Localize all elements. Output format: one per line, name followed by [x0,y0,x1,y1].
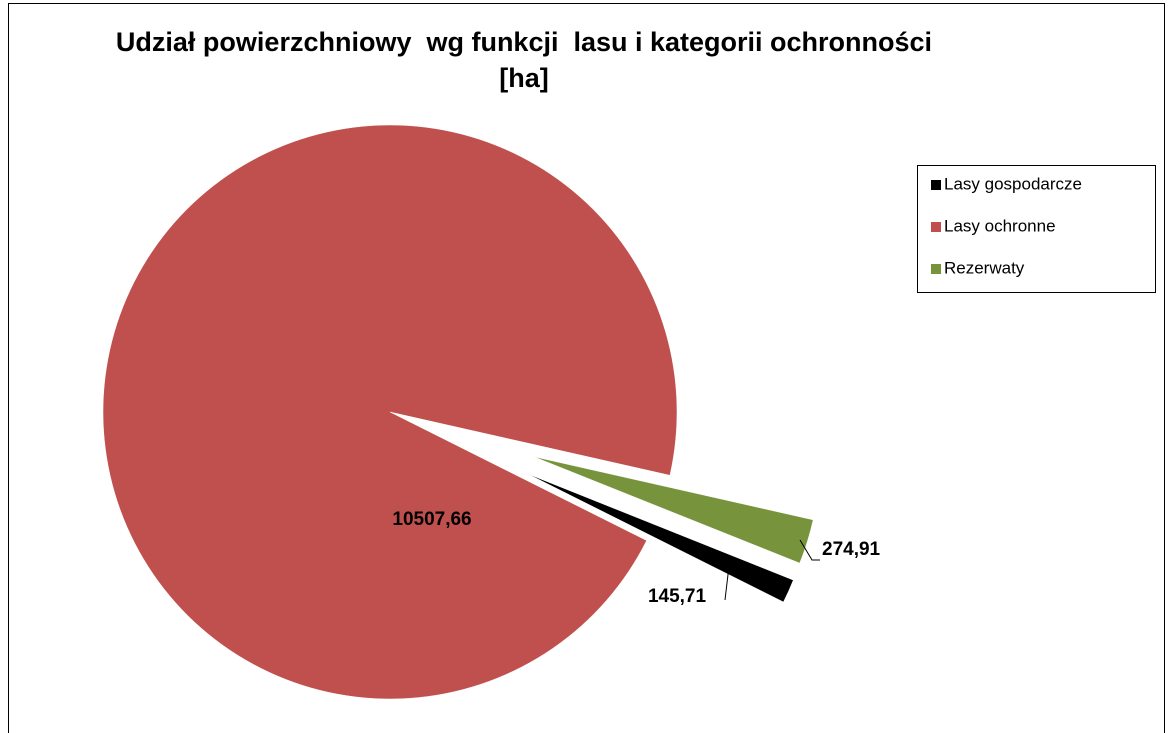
legend-label: Lasy ochronne [944,216,1056,235]
legend-swatch [931,264,941,274]
pie-slice [526,473,794,603]
legend-swatch [931,180,941,190]
leader-line [799,539,820,561]
legend-label: Lasy gospodarcze [944,174,1082,193]
data-label: 10507,66 [392,509,471,530]
legend-swatch [931,222,941,232]
pie-slice [102,124,678,700]
legend-label: Rezerwaty [944,258,1025,277]
pie-slice [533,456,814,564]
data-label: 145,71 [648,586,707,607]
leader-line [724,559,736,601]
legend-box [917,165,1156,293]
data-label: 274,91 [822,539,881,560]
chart-title: Udział powierzchniowy wg funkcji lasu i … [115,27,933,93]
